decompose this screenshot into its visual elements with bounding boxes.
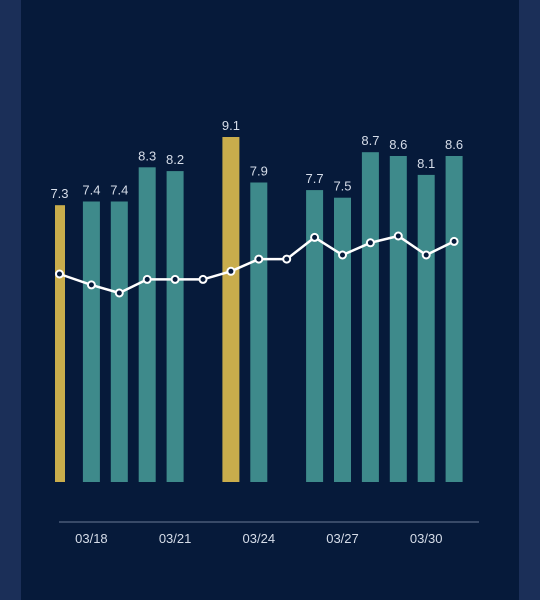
bar-03-20 xyxy=(138,167,156,483)
trend-point-03-26 xyxy=(310,232,320,242)
x-tick-03-21: 03/21 xyxy=(159,531,192,546)
bar-03-19 xyxy=(110,201,128,482)
trend-point-03-21 xyxy=(170,274,180,284)
trend-point-03-28 xyxy=(365,238,375,248)
line-series xyxy=(55,231,459,298)
value-label-03-19: 7.4 xyxy=(110,183,128,198)
bar-03-29 xyxy=(389,156,407,482)
trend-point-03-18 xyxy=(86,280,96,290)
bar-03-26 xyxy=(306,190,324,482)
trend-point-03-27 xyxy=(338,250,347,260)
bar-03-28 xyxy=(361,152,379,482)
value-label-03-30: 8.1 xyxy=(417,156,435,171)
bar-03-17 xyxy=(55,205,65,482)
trend-point-03-17 xyxy=(55,269,64,279)
value-label-03-20: 8.3 xyxy=(138,148,156,163)
trend-point-03-30 xyxy=(421,250,431,260)
value-label-03-18: 7.4 xyxy=(82,183,100,198)
value-label-03-26: 7.7 xyxy=(306,171,324,186)
value-label-03-29: 8.6 xyxy=(389,137,407,152)
x-tick-03-30: 03/30 xyxy=(410,531,443,546)
value-labels: 7.3 7.4 7.4 8.3 8.2 9.1 7.9 7.7 7.5 8.7 8.6 8.1 8.6 xyxy=(50,118,463,201)
value-label-03-24: 7.9 xyxy=(250,164,268,179)
trend-point-03-31 xyxy=(449,236,459,246)
value-label-03-23: 9.1 xyxy=(222,118,240,133)
x-tick-03-24: 03/24 xyxy=(243,531,276,546)
bars-group xyxy=(55,137,463,483)
trend-point-03-29 xyxy=(393,231,403,241)
value-label-03-31: 8.6 xyxy=(445,137,463,152)
value-label-03-17: 7.3 xyxy=(50,186,68,201)
value-label-03-27: 7.5 xyxy=(333,179,351,194)
trend-point-03-22 xyxy=(198,274,208,284)
right-side-panel xyxy=(519,0,540,600)
bar-03-27 xyxy=(334,197,351,482)
trend-point-03-19 xyxy=(114,288,124,298)
trend-point-03-24 xyxy=(254,254,264,264)
chart-panel xyxy=(21,0,519,600)
left-side-panel xyxy=(0,0,21,600)
bar-03-18 xyxy=(82,201,100,482)
bar-03-30 xyxy=(417,174,435,482)
bar-03-31 xyxy=(445,156,463,482)
x-tick-labels: 03/18 03/21 03/24 03/27 03/30 xyxy=(75,531,442,546)
bar-03-21 xyxy=(166,171,184,482)
bar-03-24 xyxy=(250,182,268,482)
bar-03-23 xyxy=(222,137,240,482)
trend-point-03-20 xyxy=(142,274,152,284)
value-label-03-21: 8.2 xyxy=(166,152,184,167)
x-tick-03-27: 03/27 xyxy=(326,531,359,546)
value-label-03-28: 8.7 xyxy=(361,133,379,148)
trend-point-03-23 xyxy=(226,266,236,276)
trend-point-03-25 xyxy=(282,254,292,264)
x-tick-03-18: 03/18 xyxy=(75,531,108,546)
